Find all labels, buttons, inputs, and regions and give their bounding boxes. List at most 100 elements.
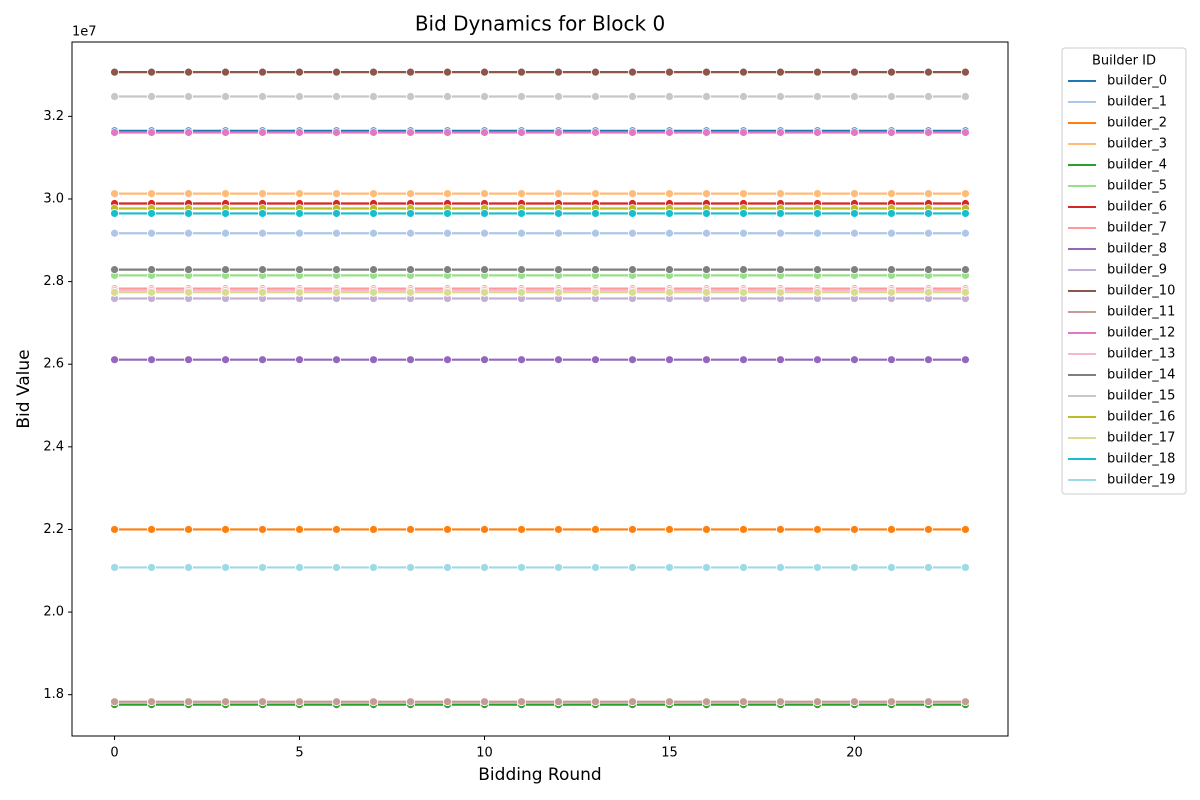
legend-label: builder_4 bbox=[1107, 158, 1167, 173]
data-point bbox=[739, 525, 748, 534]
data-point bbox=[295, 209, 304, 218]
data-point bbox=[406, 355, 415, 365]
data-point bbox=[258, 128, 267, 137]
data-point bbox=[332, 697, 341, 707]
data-point bbox=[443, 355, 452, 365]
data-point bbox=[924, 355, 933, 365]
legend-label: builder_3 bbox=[1107, 137, 1167, 152]
data-point bbox=[739, 355, 748, 365]
data-point bbox=[147, 128, 156, 137]
data-point bbox=[813, 128, 822, 137]
data-point bbox=[924, 92, 933, 101]
y-offset-label: 1e7 bbox=[72, 25, 97, 40]
data-point bbox=[961, 525, 970, 534]
data-point bbox=[517, 265, 526, 275]
data-point bbox=[665, 67, 674, 77]
data-point bbox=[813, 189, 822, 199]
data-point bbox=[369, 92, 378, 101]
data-point bbox=[258, 355, 267, 365]
data-point bbox=[702, 92, 711, 101]
data-point bbox=[961, 209, 970, 218]
legend-label: builder_19 bbox=[1107, 473, 1175, 488]
data-point bbox=[369, 697, 378, 707]
data-point bbox=[850, 189, 859, 199]
data-point bbox=[147, 287, 156, 297]
data-point bbox=[776, 355, 785, 365]
data-point bbox=[443, 697, 452, 707]
data-point bbox=[295, 189, 304, 199]
data-point bbox=[110, 355, 119, 365]
data-point bbox=[295, 92, 304, 101]
data-point bbox=[628, 128, 637, 137]
data-point bbox=[406, 265, 415, 275]
data-point bbox=[221, 67, 230, 77]
data-point bbox=[591, 563, 600, 572]
data-point bbox=[184, 228, 193, 238]
data-point bbox=[221, 189, 230, 199]
data-point bbox=[517, 128, 526, 137]
data-point bbox=[591, 265, 600, 275]
data-point bbox=[406, 189, 415, 199]
data-point bbox=[554, 265, 563, 275]
data-point bbox=[517, 92, 526, 101]
legend-label: builder_18 bbox=[1107, 452, 1175, 467]
data-point bbox=[147, 355, 156, 365]
data-point bbox=[147, 189, 156, 199]
data-point bbox=[554, 128, 563, 137]
legend-label: builder_10 bbox=[1107, 284, 1175, 299]
legend-label: builder_7 bbox=[1107, 221, 1167, 236]
data-point bbox=[924, 67, 933, 77]
data-point bbox=[221, 128, 230, 137]
data-point bbox=[887, 209, 896, 218]
data-point bbox=[665, 92, 674, 101]
data-point bbox=[332, 525, 341, 534]
data-point bbox=[924, 697, 933, 707]
data-point bbox=[554, 67, 563, 77]
data-point bbox=[628, 563, 637, 572]
data-point bbox=[591, 287, 600, 297]
data-point bbox=[739, 563, 748, 572]
data-point bbox=[850, 128, 859, 137]
data-point bbox=[184, 265, 193, 275]
data-point bbox=[628, 189, 637, 199]
x-axis-label: Bidding Round bbox=[478, 765, 601, 785]
data-point bbox=[665, 525, 674, 534]
data-point bbox=[776, 525, 785, 534]
data-point bbox=[924, 265, 933, 275]
data-point bbox=[961, 265, 970, 275]
data-point bbox=[295, 67, 304, 77]
y-tick-label: 2.4 bbox=[43, 439, 64, 454]
data-point bbox=[517, 287, 526, 297]
data-point bbox=[665, 228, 674, 238]
data-point bbox=[850, 355, 859, 365]
data-point bbox=[332, 228, 341, 238]
data-point bbox=[221, 697, 230, 707]
y-tick-label: 2.0 bbox=[43, 605, 64, 620]
data-point bbox=[369, 128, 378, 137]
data-point bbox=[628, 92, 637, 101]
legend-label: builder_2 bbox=[1107, 116, 1167, 131]
data-point bbox=[628, 525, 637, 534]
data-point bbox=[850, 563, 859, 572]
data-point bbox=[813, 563, 822, 572]
data-point bbox=[961, 128, 970, 137]
data-point bbox=[369, 287, 378, 297]
data-point bbox=[480, 92, 489, 101]
data-point bbox=[887, 355, 896, 365]
data-point bbox=[184, 128, 193, 137]
data-point bbox=[258, 209, 267, 218]
data-point bbox=[443, 128, 452, 137]
data-point bbox=[591, 92, 600, 101]
legend-label: builder_17 bbox=[1107, 431, 1175, 446]
data-point bbox=[591, 67, 600, 77]
data-point bbox=[369, 189, 378, 199]
data-point bbox=[961, 287, 970, 297]
data-point bbox=[295, 355, 304, 365]
data-point bbox=[776, 265, 785, 275]
data-point bbox=[443, 228, 452, 238]
data-point bbox=[295, 228, 304, 238]
data-point bbox=[517, 697, 526, 707]
data-point bbox=[813, 228, 822, 238]
data-point bbox=[221, 563, 230, 572]
